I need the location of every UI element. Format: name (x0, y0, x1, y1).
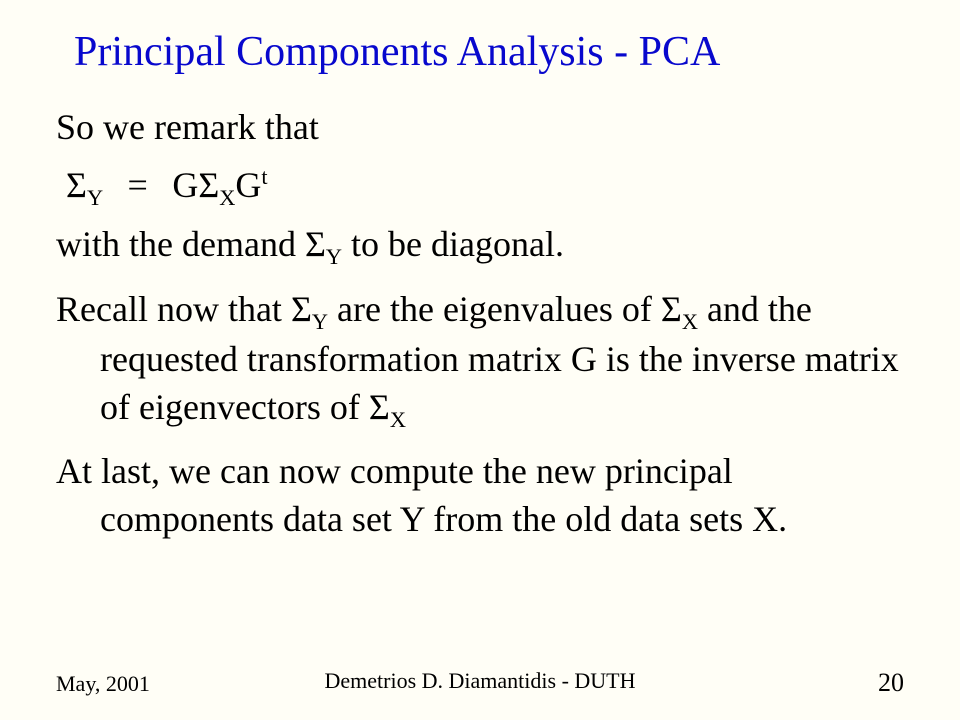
sup-t: t (261, 164, 267, 189)
footer-date: May, 2001 (56, 671, 150, 697)
text-demand-pre: with the demand (56, 224, 305, 264)
formula-sigma-y: ΣY = GΣXGt (66, 166, 904, 210)
line-remark: So we remark that (56, 104, 904, 152)
line-demand: with the demand ΣY to be diagonal. (56, 221, 904, 272)
sym-eq: = (128, 165, 148, 205)
sym-g1: G (172, 165, 198, 205)
sub-x-2: X (682, 309, 698, 334)
para-recall: Recall now that ΣY are the eigenvalues o… (100, 286, 904, 435)
sub-x-1: X (219, 185, 235, 210)
footer-author: Demetrios D. Diamantidis - DUTH (325, 668, 636, 694)
sym-sigma-6: Σ (369, 387, 390, 427)
sub-y-1: Y (87, 185, 103, 210)
slide-title: Principal Components Analysis - PCA (74, 28, 904, 76)
sym-g2: G (235, 165, 261, 205)
footer-page-number: 20 (878, 668, 904, 698)
sym-sigma-1: Σ (66, 165, 87, 205)
text-demand-post: to be diagonal. (342, 224, 564, 264)
text-recall-mid: are the eigenvalues of (328, 289, 661, 329)
sym-sigma-5: Σ (661, 289, 682, 329)
sub-y-3: Y (312, 309, 328, 334)
sub-x-3: X (390, 407, 406, 432)
footer: May, 2001 Demetrios D. Diamantidis - DUT… (56, 668, 904, 698)
text-recall-pre: Recall now that (56, 289, 291, 329)
sym-sigma-3: Σ (305, 224, 326, 264)
sym-sigma-4: Σ (291, 289, 312, 329)
slide-body: So we remark that ΣY = GΣXGt with the de… (56, 104, 904, 543)
para-atlast: At last, we can now compute the new prin… (100, 448, 904, 543)
slide: Principal Components Analysis - PCA So w… (0, 0, 960, 720)
sym-sigma-2: Σ (198, 165, 219, 205)
sub-y-2: Y (326, 244, 342, 269)
